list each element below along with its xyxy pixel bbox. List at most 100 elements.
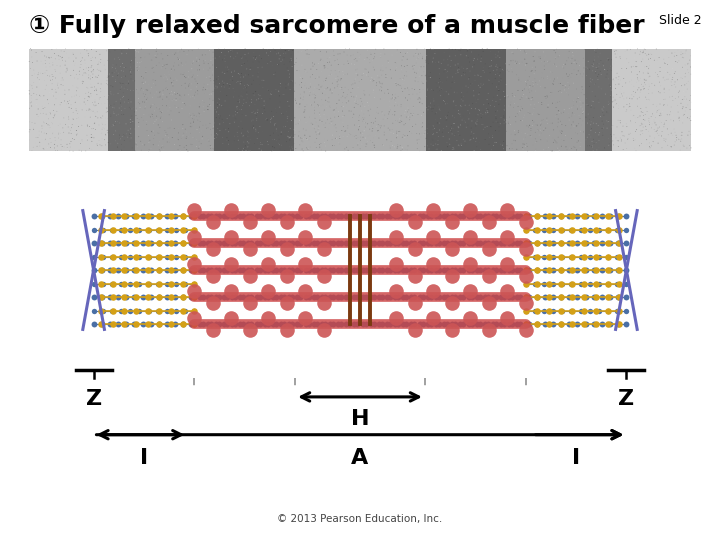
Point — [527, 140, 539, 149]
Point — [354, 111, 365, 119]
Point — [644, 72, 656, 80]
Point — [210, 113, 222, 122]
Point — [189, 225, 200, 234]
Point — [474, 212, 485, 220]
Point — [498, 113, 510, 122]
Point — [443, 125, 454, 133]
Point — [259, 212, 271, 220]
Point — [667, 92, 678, 100]
Point — [672, 46, 684, 55]
Point — [275, 82, 287, 91]
Point — [305, 73, 316, 82]
Point — [446, 130, 458, 138]
Point — [581, 94, 593, 103]
Point — [180, 60, 192, 69]
Point — [502, 45, 513, 54]
Point — [461, 51, 472, 60]
Point — [471, 293, 482, 301]
Point — [678, 94, 690, 103]
Point — [221, 136, 233, 145]
Point — [577, 133, 588, 141]
Point — [341, 143, 352, 152]
Point — [37, 135, 48, 144]
Point — [517, 86, 528, 95]
Point — [566, 306, 577, 315]
Point — [299, 82, 310, 90]
Point — [399, 84, 410, 93]
Point — [623, 103, 634, 111]
Point — [590, 279, 602, 288]
Point — [613, 306, 625, 315]
Point — [581, 113, 593, 122]
Point — [498, 111, 509, 120]
Point — [179, 91, 190, 99]
Point — [99, 61, 110, 70]
Point — [185, 111, 197, 120]
Point — [235, 80, 246, 89]
Point — [327, 320, 338, 328]
Point — [512, 45, 523, 53]
Point — [552, 106, 564, 115]
Point — [423, 87, 434, 96]
Point — [119, 131, 130, 140]
Point — [318, 64, 330, 72]
Point — [153, 239, 165, 247]
Point — [469, 76, 481, 85]
Point — [182, 147, 194, 156]
Point — [192, 125, 203, 134]
Point — [501, 232, 513, 241]
Point — [634, 68, 645, 76]
Point — [595, 56, 607, 65]
Point — [107, 225, 118, 234]
Point — [613, 104, 624, 113]
Point — [522, 147, 534, 156]
Point — [342, 122, 354, 130]
Point — [589, 144, 600, 153]
Point — [170, 74, 181, 83]
Point — [359, 55, 371, 64]
Point — [44, 72, 55, 80]
Point — [430, 109, 441, 118]
Point — [140, 78, 151, 86]
Point — [173, 129, 184, 137]
Point — [181, 145, 192, 154]
Point — [256, 146, 267, 154]
Point — [428, 94, 439, 103]
Point — [71, 83, 82, 92]
Point — [88, 252, 99, 261]
Point — [149, 61, 161, 70]
Point — [202, 212, 213, 220]
Point — [396, 101, 408, 110]
Point — [639, 80, 651, 89]
Point — [629, 144, 640, 152]
Point — [554, 120, 566, 129]
Point — [470, 98, 482, 107]
Point — [406, 84, 418, 93]
Point — [454, 46, 466, 55]
Point — [421, 124, 433, 133]
Point — [210, 212, 222, 220]
Point — [88, 293, 99, 301]
Point — [324, 293, 336, 301]
Point — [153, 145, 165, 154]
Point — [410, 73, 421, 82]
Point — [602, 306, 613, 315]
Point — [557, 252, 568, 261]
Point — [435, 114, 446, 123]
Point — [153, 306, 165, 315]
Point — [353, 113, 364, 122]
Point — [125, 94, 136, 103]
Point — [43, 54, 55, 63]
Point — [305, 100, 317, 109]
Point — [68, 92, 80, 100]
Point — [186, 266, 197, 274]
Point — [570, 47, 582, 56]
Point — [584, 82, 595, 91]
Point — [43, 53, 55, 62]
Point — [547, 252, 559, 261]
Point — [204, 101, 216, 110]
Point — [102, 73, 113, 82]
Point — [189, 239, 200, 247]
Point — [202, 66, 214, 75]
Point — [253, 145, 265, 153]
